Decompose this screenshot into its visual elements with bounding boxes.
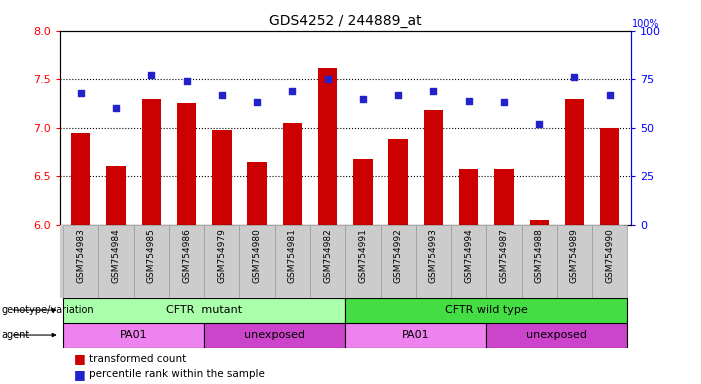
Bar bbox=[310, 225, 346, 298]
Bar bbox=[345, 298, 627, 323]
Point bbox=[428, 88, 439, 94]
Text: agent: agent bbox=[1, 330, 29, 340]
Text: 100%: 100% bbox=[632, 19, 660, 29]
Bar bbox=[275, 225, 310, 298]
Bar bbox=[204, 323, 346, 348]
Text: GSM754982: GSM754982 bbox=[323, 228, 332, 283]
Bar bbox=[134, 225, 169, 298]
Point bbox=[75, 90, 86, 96]
Bar bbox=[212, 130, 231, 225]
Text: PA01: PA01 bbox=[402, 330, 430, 340]
Bar bbox=[107, 167, 125, 225]
Bar bbox=[486, 323, 627, 348]
Text: CFTR wild type: CFTR wild type bbox=[445, 305, 528, 315]
Bar bbox=[240, 225, 275, 298]
Point bbox=[181, 78, 192, 84]
Text: CFTR  mutant: CFTR mutant bbox=[166, 305, 243, 315]
Text: GSM754984: GSM754984 bbox=[111, 228, 121, 283]
Text: GSM754987: GSM754987 bbox=[499, 228, 508, 283]
Bar bbox=[522, 225, 557, 298]
Text: transformed count: transformed count bbox=[89, 354, 186, 364]
Point bbox=[287, 88, 298, 94]
Text: ■: ■ bbox=[74, 353, 89, 366]
Point bbox=[252, 99, 263, 106]
Bar bbox=[142, 99, 161, 225]
Bar bbox=[177, 103, 196, 225]
Bar bbox=[63, 225, 98, 298]
Bar bbox=[592, 225, 627, 298]
Bar bbox=[247, 162, 267, 225]
Text: unexposed: unexposed bbox=[244, 330, 305, 340]
Text: GSM754991: GSM754991 bbox=[358, 228, 367, 283]
Text: GSM754989: GSM754989 bbox=[570, 228, 579, 283]
Text: GSM754994: GSM754994 bbox=[464, 228, 473, 283]
Bar bbox=[353, 159, 372, 225]
Text: GSM754983: GSM754983 bbox=[76, 228, 86, 283]
Point bbox=[498, 99, 510, 106]
Bar bbox=[388, 139, 408, 225]
Point bbox=[110, 105, 121, 111]
Text: GSM754990: GSM754990 bbox=[605, 228, 614, 283]
Text: genotype/variation: genotype/variation bbox=[1, 305, 94, 315]
Bar bbox=[98, 225, 134, 298]
Bar bbox=[459, 169, 478, 225]
Bar bbox=[71, 132, 90, 225]
Bar bbox=[381, 225, 416, 298]
Bar bbox=[63, 323, 204, 348]
Text: GSM754980: GSM754980 bbox=[252, 228, 261, 283]
Point bbox=[322, 76, 333, 82]
Point bbox=[358, 96, 369, 102]
Bar bbox=[600, 128, 620, 225]
Text: GSM754985: GSM754985 bbox=[147, 228, 156, 283]
Bar bbox=[565, 99, 584, 225]
Text: percentile rank within the sample: percentile rank within the sample bbox=[89, 369, 265, 379]
Text: unexposed: unexposed bbox=[526, 330, 587, 340]
Bar bbox=[416, 225, 451, 298]
Text: GSM754988: GSM754988 bbox=[535, 228, 544, 283]
Bar bbox=[423, 110, 443, 225]
Text: GSM754981: GSM754981 bbox=[288, 228, 297, 283]
Bar bbox=[169, 225, 204, 298]
Text: GSM754986: GSM754986 bbox=[182, 228, 191, 283]
Point bbox=[463, 98, 475, 104]
Title: GDS4252 / 244889_at: GDS4252 / 244889_at bbox=[269, 14, 421, 28]
Text: GSM754992: GSM754992 bbox=[394, 228, 402, 283]
Text: PA01: PA01 bbox=[120, 330, 147, 340]
Bar bbox=[529, 220, 549, 225]
Bar bbox=[557, 225, 592, 298]
Point bbox=[604, 92, 615, 98]
Bar bbox=[345, 225, 381, 298]
Point bbox=[393, 92, 404, 98]
Point bbox=[216, 92, 227, 98]
Bar bbox=[486, 225, 522, 298]
Bar bbox=[451, 225, 486, 298]
Bar bbox=[345, 323, 486, 348]
Bar bbox=[63, 298, 346, 323]
Point bbox=[569, 74, 580, 80]
Bar bbox=[204, 225, 240, 298]
Text: ■: ■ bbox=[74, 368, 89, 381]
Point bbox=[146, 72, 157, 78]
Bar bbox=[494, 169, 514, 225]
Text: GSM754979: GSM754979 bbox=[217, 228, 226, 283]
Bar bbox=[283, 123, 302, 225]
Text: GSM754993: GSM754993 bbox=[429, 228, 438, 283]
Bar bbox=[318, 68, 337, 225]
Point bbox=[533, 121, 545, 127]
